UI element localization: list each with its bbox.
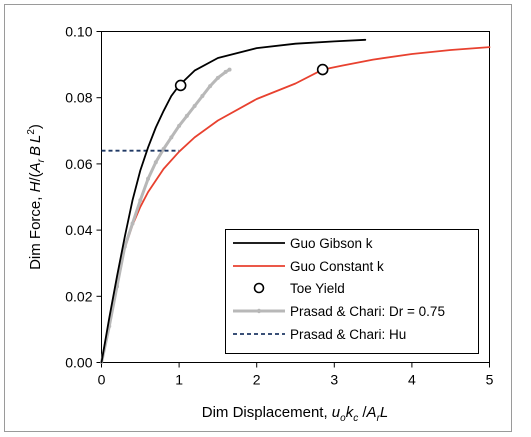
x-tick-label: 3: [330, 372, 338, 388]
y-axis-title: Dim Force, H/(ArBL2): [26, 124, 47, 270]
legend-swatch-toe-yield: [253, 282, 265, 294]
chart-frame: [4, 4, 512, 432]
x-axis-title: Dim Displacement, uokc /ArL: [202, 404, 389, 424]
legend: Guo Gibson k Guo Constant k Toe Yield Pr…: [225, 229, 479, 354]
x-tick-label: 5: [486, 372, 494, 388]
axis-ticks: 0 1 2 3 4 5 0.00 0.02 0.04 0.06 0.08 0.10: [65, 24, 493, 388]
legend-label-prasad-dr: Prasad & Chari: Dr = 0.75: [290, 304, 445, 319]
x-tick-label: 1: [175, 372, 183, 388]
toe-yield-marker: [316, 63, 329, 76]
prasad-dr-point: [184, 113, 189, 118]
x-tick-label: 0: [98, 372, 106, 388]
x-tick-label: 2: [253, 372, 261, 388]
plot-area: [101, 31, 490, 363]
prasad-dr-point: [146, 176, 151, 181]
y-tick-label: 0.10: [65, 24, 92, 40]
y-tick-label: 0.04: [65, 222, 92, 238]
legend-label-toe-yield: Toe Yield: [290, 281, 345, 296]
y-tick-label: 0.00: [65, 355, 92, 371]
prasad-dr-point: [223, 69, 228, 74]
y-tick-label: 0.06: [65, 156, 92, 172]
legend-label-guo-gibson: Guo Gibson k: [290, 236, 373, 251]
prasad-dr-point: [227, 67, 232, 72]
x-tick-label: 4: [408, 372, 416, 388]
legend-box: [225, 229, 479, 354]
prasad-dr-point: [192, 103, 197, 108]
y-tick-label: 0.08: [65, 90, 92, 106]
prasad-dr-point: [177, 123, 182, 128]
prasad-dr-point: [169, 135, 174, 140]
toe-yield-marker: [174, 79, 187, 92]
prasad-dr-point: [208, 84, 213, 89]
prasad-dr-point: [138, 198, 143, 203]
legend-label-prasad-hu: Prasad & Chari: Hu: [290, 327, 406, 342]
y-tick-label: 0.02: [65, 288, 92, 304]
series-layer: [100, 38, 491, 364]
legend-swatch-prasad-dr-marker: [256, 308, 262, 314]
legend-label-guo-constant: Guo Constant k: [290, 259, 384, 274]
prasad-dr-point: [153, 160, 158, 165]
prasad-dr-point: [130, 221, 135, 226]
prasad-dr-point: [215, 75, 220, 80]
series-line-guo-gibson: [100, 38, 367, 364]
prasad-dr-point: [200, 94, 205, 99]
